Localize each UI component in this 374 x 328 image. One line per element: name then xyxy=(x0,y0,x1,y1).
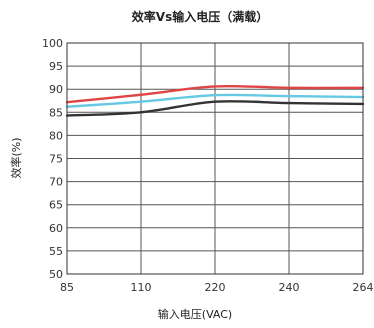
x-axis-ticks: 85 110 220 240 264 xyxy=(60,281,374,294)
plot-series xyxy=(65,84,365,117)
series-line-2 xyxy=(65,93,365,108)
y-tick-label: 70 xyxy=(49,176,63,189)
x-tick-label: 110 xyxy=(131,281,152,294)
plot-frame xyxy=(66,42,364,275)
x-tick-label: 264 xyxy=(353,281,374,294)
x-axis-label: 输入电压(VAC) xyxy=(158,307,232,321)
y-tick-label: 85 xyxy=(49,106,63,119)
x-tick-label: 240 xyxy=(279,281,300,294)
y-tick-label: 55 xyxy=(49,245,63,258)
chart-title: 效率Vs输入电压（满载） xyxy=(132,9,268,24)
plot-grid xyxy=(67,43,363,274)
x-tick-label: 220 xyxy=(205,281,226,294)
y-tick-label: 80 xyxy=(49,129,63,142)
y-tick-label: 95 xyxy=(49,60,63,73)
series-line-3 xyxy=(65,99,365,117)
y-axis-label: 效率(%) xyxy=(9,137,23,178)
y-tick-label: 50 xyxy=(49,268,63,281)
y-tick-label: 65 xyxy=(49,199,63,212)
y-tick-label: 100 xyxy=(42,37,63,50)
y-tick-label: 75 xyxy=(49,153,63,166)
series-line-1 xyxy=(65,84,365,104)
y-tick-label: 60 xyxy=(49,222,63,235)
x-tick-label: 85 xyxy=(60,281,74,294)
y-tick-label: 90 xyxy=(49,83,63,96)
y-axis-ticks: 50 55 60 65 70 75 80 85 90 95 100 xyxy=(42,37,63,281)
